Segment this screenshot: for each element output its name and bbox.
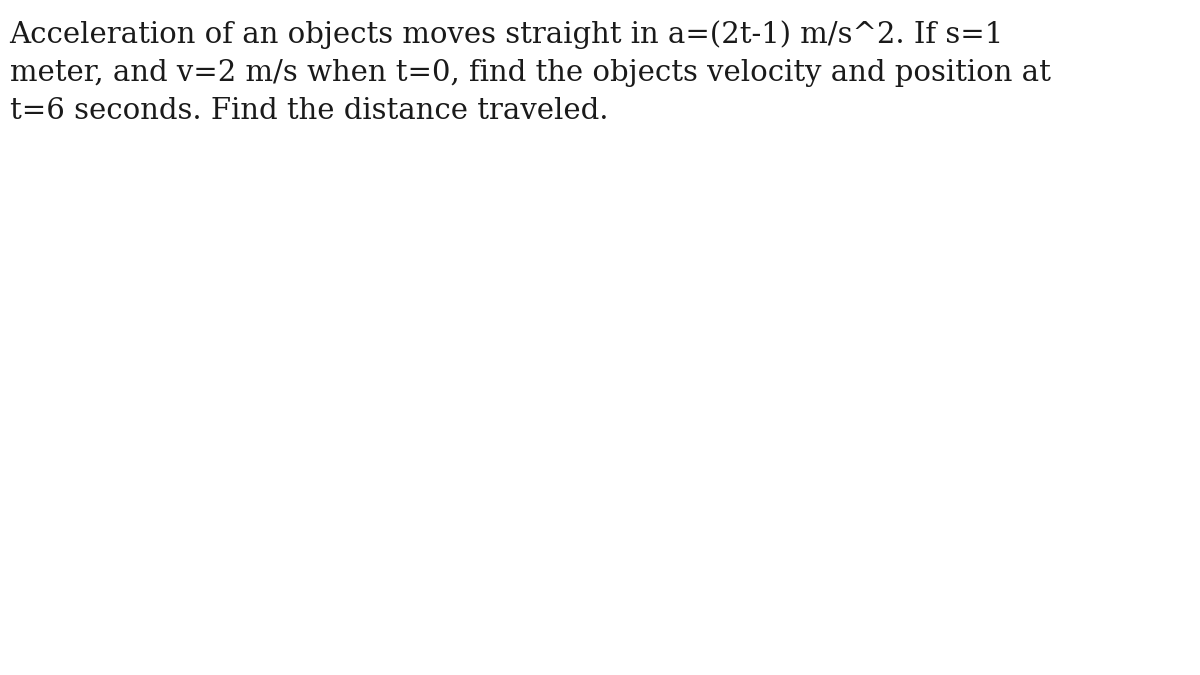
Text: Acceleration of an objects moves straight in a=(2t-1) m/s^2. If s=1
meter, and v: Acceleration of an objects moves straigh… xyxy=(10,20,1050,125)
